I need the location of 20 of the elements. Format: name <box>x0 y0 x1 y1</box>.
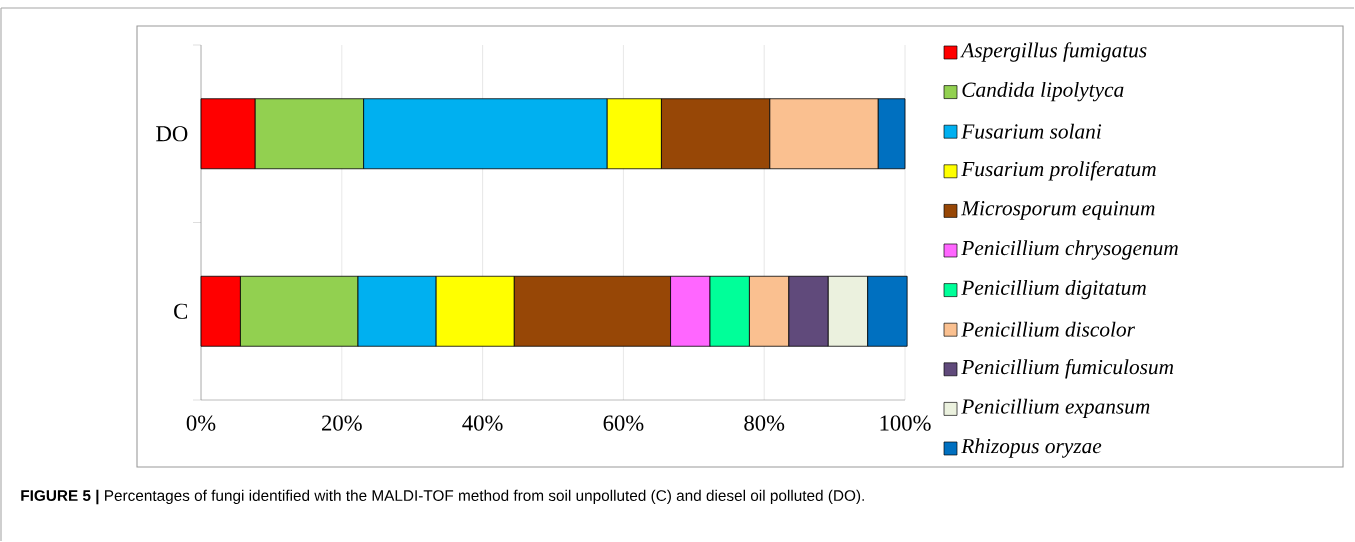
x-tick-label: 60% <box>603 415 644 431</box>
x-tick-label: 80% <box>744 415 785 431</box>
legend-label: Penicillium chrysogenum <box>961 240 1178 260</box>
legend-label: Penicillium digitatum <box>961 279 1146 300</box>
legend-label: Penicillium discolor <box>961 321 1135 337</box>
x-tick-label: 20% <box>322 415 362 431</box>
legend-label: Fusarium proliferatum <box>961 161 1156 181</box>
legend-label: Penicillium expansum <box>961 398 1150 419</box>
y-tick-label: DO <box>156 126 188 142</box>
legend-label: Candida lipolytyca <box>962 81 1124 102</box>
x-tick-label: 0% <box>186 415 216 431</box>
legend-label: Rhizopus oryzae <box>961 438 1102 458</box>
text: FIGURE 5 | Percentages of fungi identified with the MALDI-TOF method from soil unpolluted (C) and diesel oil polluted (DO). <box>21 489 864 505</box>
y-tick-label: C <box>174 303 188 319</box>
x-tick-label: 100% <box>880 415 931 431</box>
legend-label: Aspergillus fumigatus <box>960 42 1147 62</box>
legend-label: Penicillium fumiculosum <box>961 359 1174 379</box>
legend-label: Fusarium solani <box>961 123 1102 139</box>
x-tick-label: 40% <box>462 415 503 431</box>
legend-label: Microsporum equinum <box>961 201 1155 220</box>
